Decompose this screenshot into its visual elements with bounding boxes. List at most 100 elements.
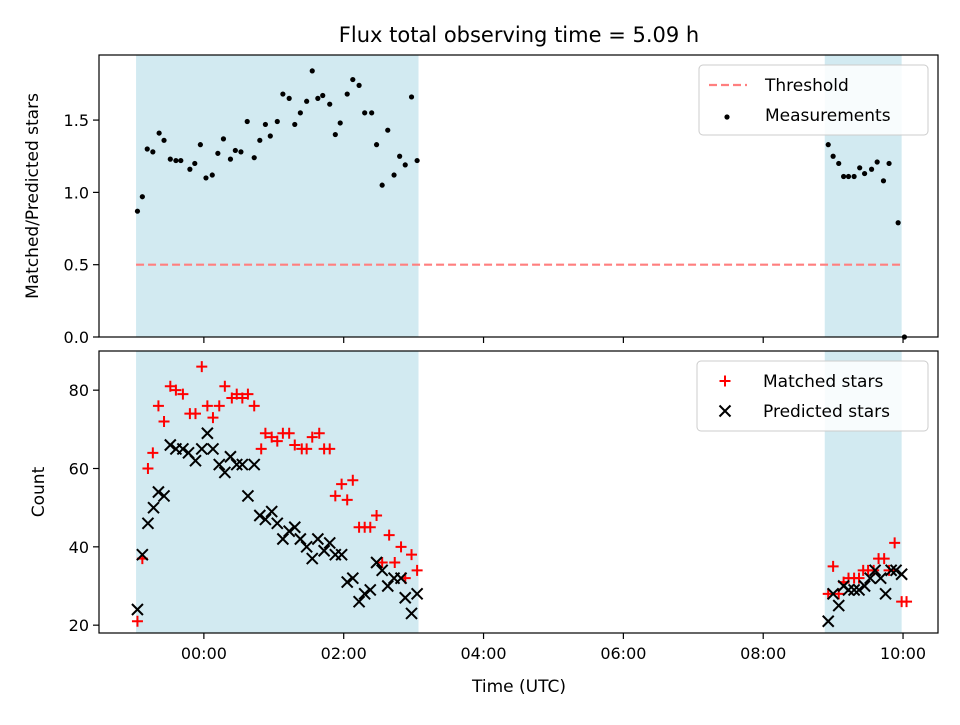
point-1-1-28 (294, 532, 307, 546)
point-0-0-41 (373, 142, 380, 148)
point-0-0-0 (134, 208, 141, 214)
y-axis-label-1: Count (29, 466, 49, 517)
point-0-0-25 (280, 91, 286, 97)
point-0-0-16 (227, 156, 234, 162)
point-1-1-6 (164, 438, 177, 452)
point-1-1-19 (241, 489, 255, 503)
point-1-0-21 (255, 443, 267, 455)
point-0-0-33 (327, 101, 333, 107)
point-1-1-36 (340, 575, 354, 589)
point-1-1-41 (370, 556, 383, 569)
point-1-0-14 (213, 400, 225, 412)
point-1-0-47 (406, 549, 418, 561)
x-tick-label-1-1: 02:00 (321, 644, 367, 663)
point-1-0-5 (158, 416, 170, 427)
point-1-0-22 (259, 427, 271, 439)
point-1-1-54 (847, 583, 861, 597)
point-1-1-60 (879, 587, 892, 601)
point-1-0-33 (324, 443, 336, 455)
point-1-0-17 (231, 388, 243, 400)
point-1-0-23 (266, 431, 278, 443)
point-1-0-45 (395, 541, 407, 553)
point-1-1-13 (206, 442, 220, 456)
point-1-1-58 (868, 564, 882, 577)
point-0-0-52 (841, 173, 847, 180)
point-0-0-24 (274, 118, 280, 125)
point-0-0-39 (362, 110, 368, 116)
point-1-1-10 (189, 454, 202, 467)
point-1-0-42 (376, 557, 388, 568)
point-1-0-13 (207, 412, 219, 424)
point-1-1-53 (842, 583, 855, 597)
point-1-1-55 (852, 583, 866, 597)
point-1-0-18 (236, 392, 248, 404)
point-0-0-6 (167, 156, 173, 162)
point-1-1-16 (224, 450, 237, 463)
legend-marker-0-1 (724, 114, 730, 120)
point-0-0-48 (414, 157, 420, 164)
point-0-0-47 (408, 94, 415, 100)
legend-marker-1-0 (719, 375, 731, 387)
point-0-0-50 (830, 153, 836, 159)
point-1-1-40 (364, 583, 377, 597)
point-1-1-11 (195, 442, 208, 456)
point-1-1-1 (136, 548, 149, 561)
top-panel-ratio: 0.0 0.5 1.0 1.5 Matched/Predicted stars Thres… (23, 54, 939, 347)
legend-label-1-0: Matched stars (763, 372, 883, 392)
legend-0: Threshold Measurements (698, 64, 929, 136)
x-axis-label: Time (UTC) (471, 677, 566, 697)
point-0-0-11 (197, 142, 203, 148)
point-1-0-60 (878, 553, 890, 565)
bottom-panel-counts: 00:00 02:00 04:00 06:00 08:00 10:00 20 40 60 80 Co… (29, 350, 939, 663)
point-0-0-13 (209, 172, 215, 178)
point-1-0-8 (177, 388, 189, 400)
legend-box-0 (698, 64, 929, 136)
point-1-1-29 (300, 540, 313, 554)
point-1-1-33 (323, 536, 336, 550)
point-1-1-20 (248, 458, 261, 471)
point-1-0-2 (142, 463, 154, 474)
chart-title: Flux total observing time = 5.09 h (339, 23, 699, 47)
point-0-0-30 (309, 68, 315, 74)
point-1-0-15 (219, 380, 231, 392)
point-0-0-1 (139, 194, 145, 200)
point-0-0-61 (895, 220, 901, 226)
point-1-1-46 (399, 591, 412, 604)
x-tick-label-1-0: 00:00 (181, 644, 227, 663)
point-0-0-42 (379, 182, 385, 188)
point-0-0-44 (391, 172, 397, 178)
point-1-1-31 (311, 532, 325, 546)
point-0-0-23 (267, 133, 273, 139)
y-axis-label-0: Matched/Predicted stars (23, 93, 43, 299)
point-1-1-59 (874, 571, 887, 585)
point-1-0-7 (170, 384, 182, 396)
point-0-0-5 (161, 137, 167, 143)
y-tick-label-1-1: 40 (69, 538, 89, 557)
point-0-0-58 (874, 159, 880, 165)
point-1-1-3 (147, 501, 160, 514)
point-0-0-21 (257, 137, 263, 143)
point-0-0-26 (286, 95, 292, 101)
point-1-1-48 (410, 587, 424, 601)
point-0-0-29 (304, 98, 310, 104)
point-1-0-40 (364, 521, 376, 533)
legend-label-0-1: Measurements (765, 106, 891, 126)
point-1-1-56 (858, 579, 871, 593)
point-0-0-9 (187, 166, 193, 172)
point-0-0-54 (851, 173, 857, 180)
point-0-0-51 (836, 160, 842, 167)
y-tick-label-1-2: 60 (69, 460, 89, 479)
point-0-0-27 (292, 121, 298, 128)
point-1-0-19 (242, 388, 254, 400)
point-0-0-36 (344, 91, 350, 97)
observing-interval-0-0 (136, 55, 419, 337)
legend-marker-1-1 (718, 404, 732, 418)
y-tick-label-0-2: 1.0 (64, 183, 89, 202)
point-0-0-17 (232, 147, 238, 154)
point-0-0-2 (144, 146, 150, 152)
legend-label-0-0: Threshold (764, 76, 849, 96)
point-1-0-43 (383, 529, 395, 541)
point-1-1-32 (317, 544, 331, 557)
point-1-1-37 (346, 571, 360, 585)
